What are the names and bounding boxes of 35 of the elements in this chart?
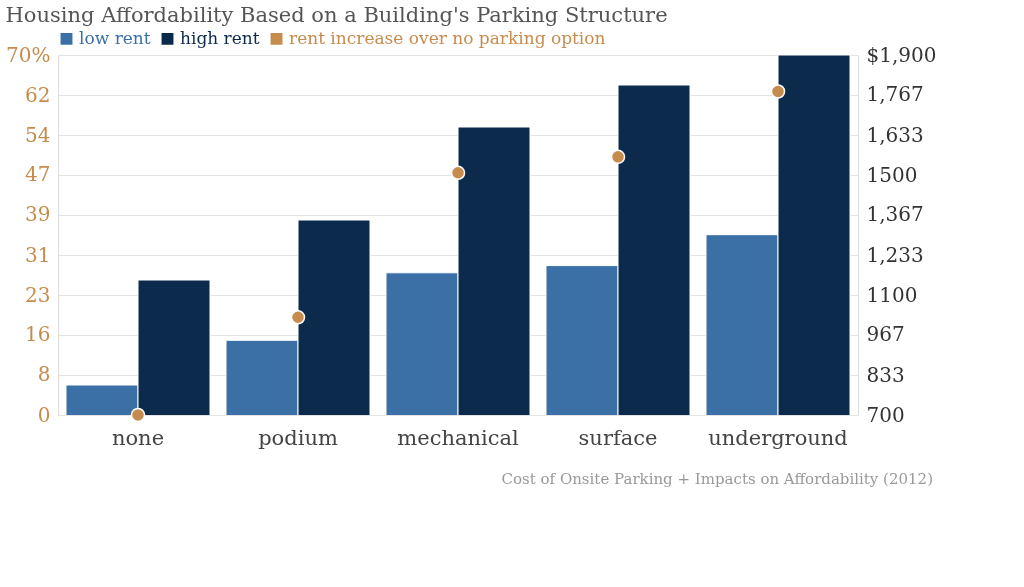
y2-tick-label: 1,767	[866, 82, 924, 107]
point	[450, 165, 466, 181]
y-tick-label: 16	[25, 322, 51, 347]
text: Cost of Onsite Parking + Impacts on Affordability (2012)	[501, 470, 933, 488]
y-tick-label: 39	[25, 202, 51, 227]
chart-title: Housing Affordability Based on a Building's Parking Structure	[5, 3, 668, 27]
y-tick-label: 62	[25, 82, 51, 107]
y-tick-label: 8	[37, 362, 51, 387]
y-tick-label: 0	[37, 402, 51, 427]
y-tick-label: 47	[25, 162, 51, 187]
y2-tick-label: $1,900	[866, 42, 937, 67]
y2-tick-label: 1,367	[866, 202, 924, 227]
x-tick-label: none	[111, 425, 165, 450]
point	[130, 407, 146, 423]
point	[610, 149, 626, 165]
x-tick-label: surface	[578, 425, 658, 450]
legend-label: high rent	[180, 27, 260, 48]
y2-tick-label: 700	[866, 402, 905, 427]
legend-label: low rent	[79, 27, 151, 48]
y2-tick-label: 833	[866, 362, 905, 387]
x-tick-label: underground	[708, 425, 848, 450]
y-tick-label: 54	[25, 122, 51, 147]
y2-tick-label: 1,233	[866, 242, 924, 267]
x-tick-label: podium	[258, 425, 338, 450]
y2-tick-label: 967	[866, 322, 905, 347]
y2-tick-label: 1,633	[866, 122, 924, 147]
y-tick-label: 31	[25, 242, 51, 267]
legend-label: rent increase over no parking option	[289, 27, 606, 48]
x-tick-label: mechanical	[397, 425, 519, 450]
point	[770, 84, 786, 99]
y-tick-label: 23	[25, 282, 51, 307]
y-tick-label: 70%	[6, 42, 51, 67]
y2-tick-label: 1500	[866, 162, 918, 187]
point	[290, 310, 306, 325]
y2-tick-label: 1100	[866, 282, 918, 307]
